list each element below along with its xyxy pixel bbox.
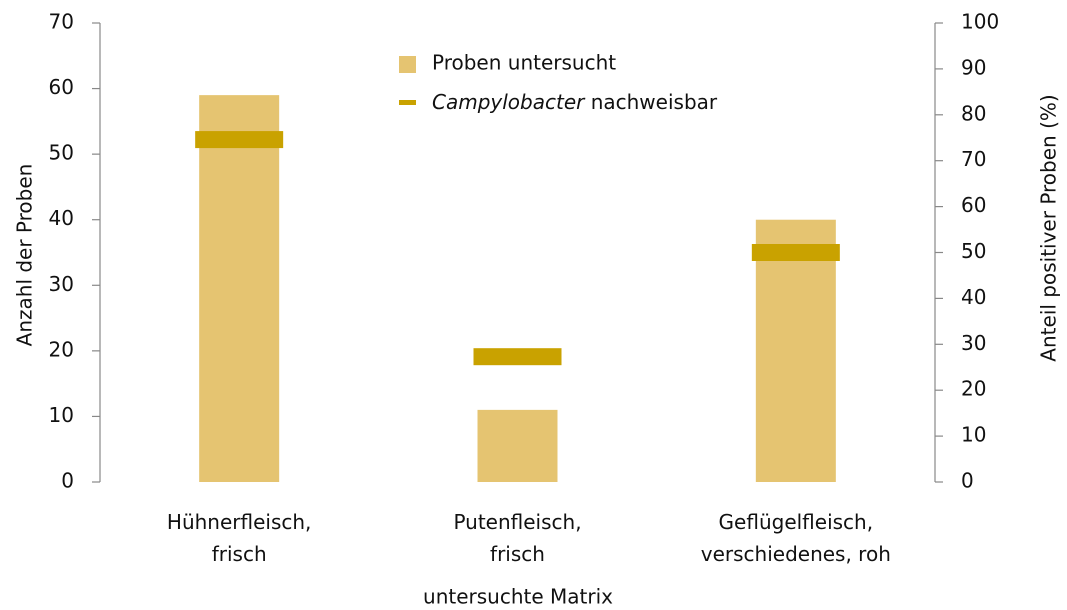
y2-tick-label: 10 — [961, 423, 986, 447]
legend-swatch — [399, 56, 416, 73]
y-tick-label: 0 — [61, 469, 74, 493]
x-tick-label-line: Putenfleisch, — [453, 510, 581, 534]
y2-tick-label: 20 — [961, 377, 986, 401]
y2-tick-label: 50 — [961, 239, 986, 263]
bar — [755, 219, 836, 482]
marker — [473, 348, 562, 366]
x-tick-label-line: frisch — [212, 542, 267, 566]
y-tick-label: 60 — [49, 75, 74, 99]
legend-label: Campylobacter nachweisbar — [432, 90, 718, 114]
y2-axis-title: Anteil positiver Proben (%) — [1037, 94, 1061, 361]
x-tick-label-line: frisch — [490, 542, 545, 566]
y-axis-title: Anzahl der Proben — [13, 164, 37, 347]
x-axis-title: untersuchte Matrix — [423, 585, 613, 609]
y-tick-label: 40 — [49, 206, 74, 230]
legend-label: Proben untersucht — [432, 51, 616, 75]
legend-label-part: nachweisbar — [584, 90, 718, 114]
x-tick-label-line: Hühnerfleisch, — [167, 510, 312, 534]
y2-tick-label: 100 — [961, 10, 999, 34]
y-tick-label: 30 — [49, 272, 74, 296]
x-tick-label: Hühnerfleisch, frisch — [167, 510, 312, 566]
marker — [195, 131, 284, 149]
y2-tick-label: 0 — [961, 469, 974, 493]
y-tick-label: 50 — [49, 141, 74, 165]
y-tick-label: 70 — [49, 10, 74, 34]
y2-tick-label: 60 — [961, 193, 986, 217]
bar — [199, 95, 280, 482]
x-tick-label-line: Geflügelfleisch, — [719, 510, 874, 534]
bar — [477, 409, 558, 482]
legend-swatch — [399, 100, 416, 105]
y2-tick-label: 80 — [961, 101, 986, 125]
y2-tick-label: 70 — [961, 147, 986, 171]
marker — [751, 244, 840, 261]
legend-label-part: Campylobacter — [432, 90, 586, 114]
x-tick-label: Geflügelfleisch, verschiedenes, roh — [701, 510, 891, 566]
x-tick-label-line: verschiedenes, roh — [701, 542, 891, 566]
y-tick-label: 10 — [49, 403, 74, 427]
y-tick-label: 20 — [49, 337, 74, 361]
x-tick-label: Putenfleisch, frisch — [453, 510, 581, 566]
y2-tick-label: 40 — [961, 285, 986, 309]
y2-tick-label: 30 — [961, 331, 986, 355]
y2-tick-label: 90 — [961, 55, 986, 79]
